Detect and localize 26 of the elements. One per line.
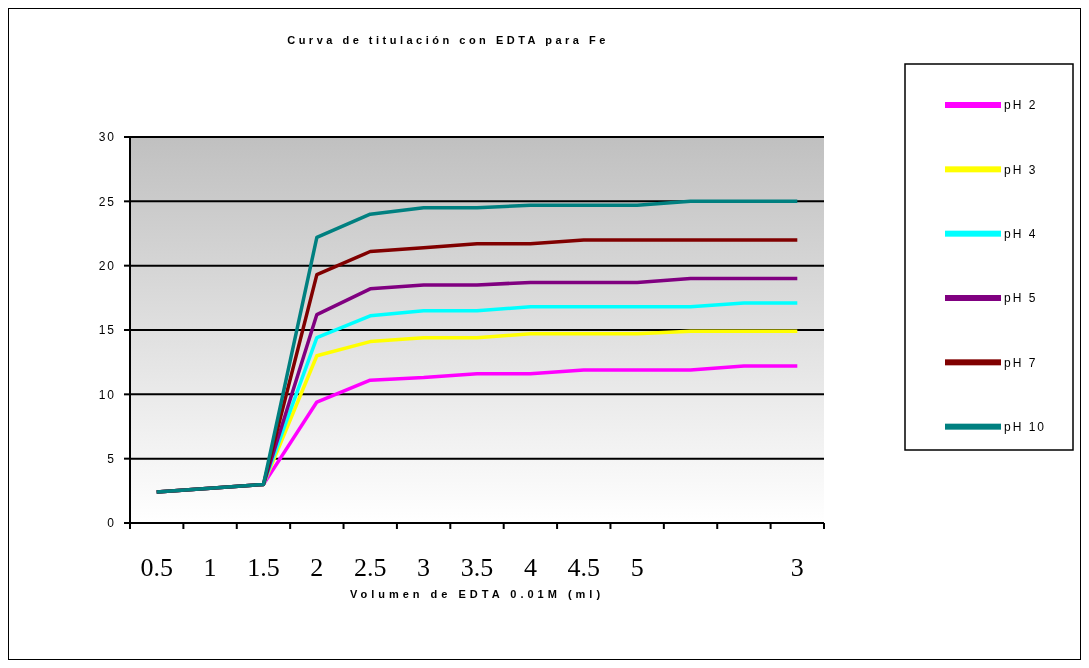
x-tick-label: 1 [203, 553, 217, 582]
x-tick-label: 4.5 [567, 553, 601, 582]
x-tick-label: 4 [523, 553, 537, 582]
y-tick-label: 20 [98, 258, 116, 273]
x-tick-label: 3.5 [460, 553, 494, 582]
legend-label: pH 2 [1004, 98, 1038, 113]
y-tick-label: 15 [98, 323, 116, 338]
x-tick-label: 3 [417, 553, 431, 582]
y-tick-label: 25 [98, 194, 116, 209]
x-tick-label: 2 [310, 553, 324, 582]
x-axis-title: Volumen de EDTA 0.01M (ml) [349, 588, 605, 600]
legend-label: pH 5 [1004, 291, 1038, 306]
y-tick-label: 30 [98, 130, 116, 145]
x-tick-label: 3 [790, 553, 804, 582]
y-tick-label: 10 [98, 387, 116, 402]
x-tick-label: 2.5 [353, 553, 387, 582]
legend-label: pH 10 [1004, 419, 1047, 434]
legend-label: pH 4 [1004, 226, 1038, 241]
legend-label: pH 3 [1004, 162, 1038, 177]
chart-title: Curva de titulación con EDTA para Fe [287, 34, 609, 46]
x-tick-label: 0.5 [140, 553, 173, 582]
y-tick-label: 5 [107, 451, 116, 466]
x-tick-label: 5 [630, 553, 644, 582]
x-tick-label: 1.5 [247, 553, 280, 582]
legend-label: pH 7 [1004, 355, 1038, 370]
y-tick-label: 0 [107, 516, 116, 531]
